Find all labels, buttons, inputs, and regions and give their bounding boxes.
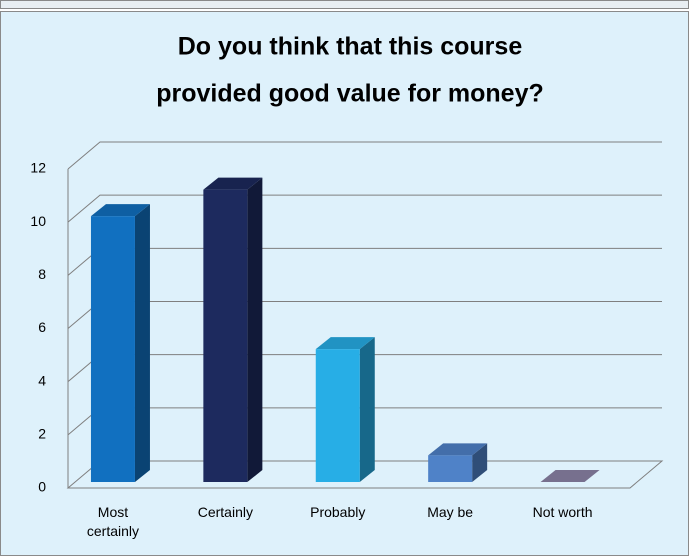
grid-line [67,141,662,170]
grid-line [67,247,662,276]
x-tick-label: May be [427,504,474,520]
y-tick-label: 12 [30,160,46,176]
x-tick-label: Probably [310,504,366,520]
bar-top [203,177,263,190]
bar [90,204,150,482]
x-tick-label: Most certainly [86,504,140,539]
bar-top [315,337,375,350]
floor [66,460,664,489]
y-tick-label: 2 [38,426,46,442]
y-tick-label: 6 [38,319,46,335]
bar-top [428,443,488,456]
chart-title: Do you think that this course [178,33,523,61]
chart-title: provided good value for money? [156,80,544,108]
y-tick-label: 10 [30,213,46,229]
grid-line [67,194,662,223]
bar [540,470,600,482]
grid-line [67,301,662,329]
bar-front [428,455,473,482]
y-tick-label: 4 [38,372,46,388]
bar-side [472,443,488,482]
bar-front [90,216,135,482]
bar-front [315,349,360,482]
bar [315,337,375,482]
bar-side [247,177,263,483]
bar-side [359,337,375,482]
bar-side [134,204,150,482]
bar-top [90,204,150,217]
x-tick-label: Not worth [532,504,593,520]
bar-front [203,189,248,483]
bar [428,443,488,482]
bar-top [540,470,600,482]
y-tick-label: 8 [38,266,46,282]
y-tick-label: 0 [38,479,46,495]
bar [203,177,263,483]
x-tick-label: Certainly [197,504,253,520]
